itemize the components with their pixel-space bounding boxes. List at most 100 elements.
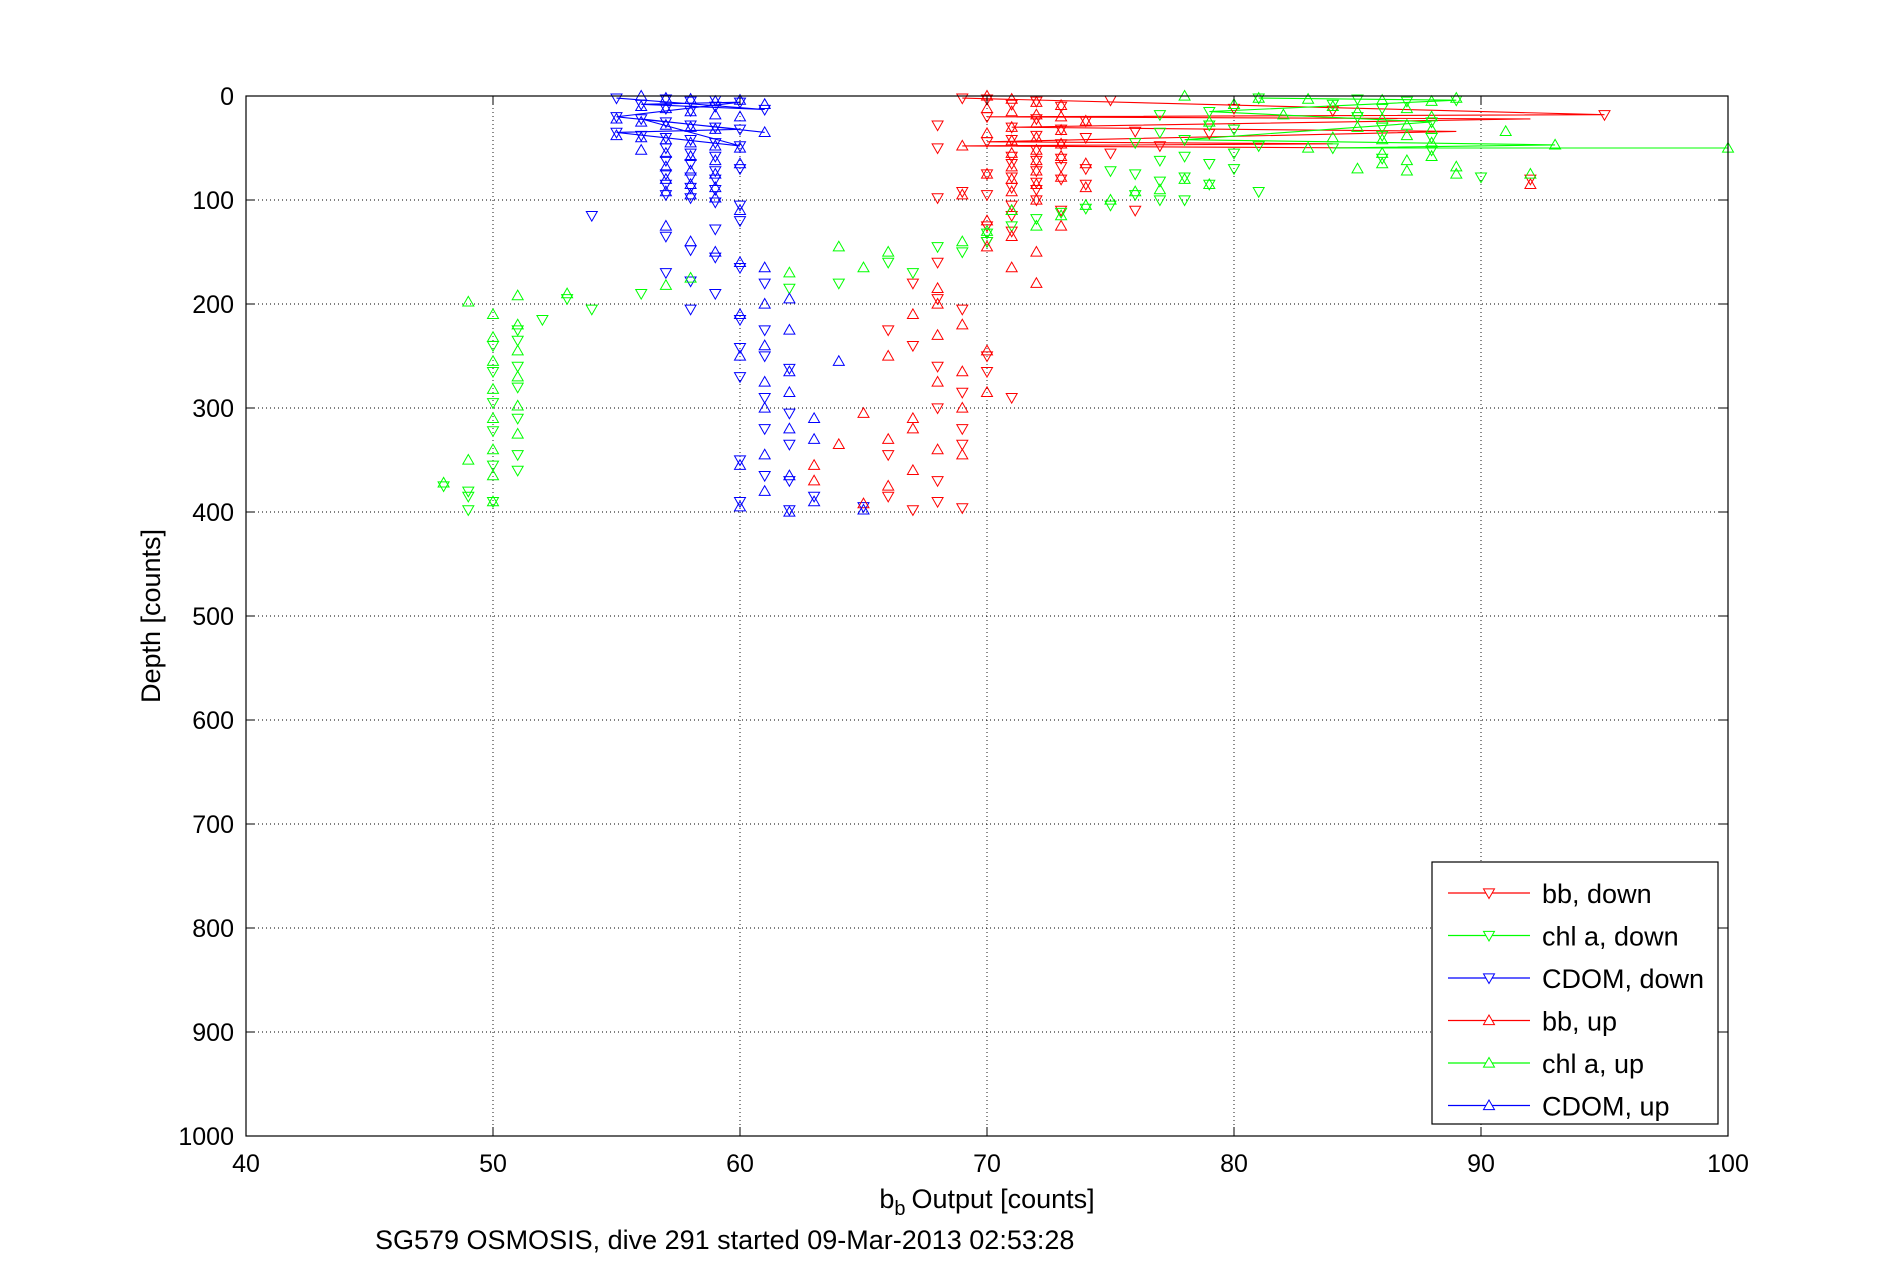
data-point — [980, 101, 994, 114]
data-point — [511, 370, 525, 382]
data-point — [1499, 124, 1513, 136]
data-point — [560, 294, 574, 306]
y-tick-label: 400 — [192, 499, 234, 527]
data-point — [634, 114, 648, 126]
data-point — [659, 155, 673, 167]
data-point — [1005, 210, 1019, 223]
data-point — [1425, 145, 1438, 157]
x-axis-label-base: b — [879, 1184, 894, 1214]
data-point — [659, 133, 673, 145]
data-point — [1524, 167, 1537, 179]
data-point — [659, 146, 673, 158]
data-point — [1425, 149, 1438, 161]
data-point — [634, 99, 648, 112]
data-point — [1104, 166, 1117, 178]
data-point — [634, 115, 648, 127]
data-point — [733, 496, 747, 509]
profile-lines — [616, 97, 1728, 149]
data-point — [1227, 97, 1241, 109]
data-point — [486, 330, 500, 342]
data-point — [1030, 114, 1043, 126]
data-point — [708, 191, 722, 203]
data-point — [1005, 146, 1019, 158]
data-point — [931, 496, 944, 509]
data-point — [980, 126, 994, 139]
data-point — [1054, 98, 1068, 110]
data-point — [931, 297, 944, 309]
data-point — [486, 426, 500, 438]
data-point — [906, 463, 920, 476]
data-point — [1054, 149, 1068, 161]
data-point — [708, 166, 722, 178]
x-axis-label-subscript: b — [894, 1198, 905, 1220]
data-point — [1030, 245, 1043, 257]
y-tick-label: 300 — [192, 395, 234, 423]
data-point — [1128, 126, 1142, 138]
data-point — [684, 158, 697, 171]
data-point — [1104, 148, 1117, 160]
data-point — [1005, 120, 1019, 132]
data-point — [1005, 221, 1019, 233]
data-point — [1252, 91, 1266, 103]
data-point — [881, 479, 895, 491]
data-point — [931, 143, 944, 155]
data-point — [708, 108, 722, 120]
data-point — [1005, 185, 1019, 197]
data-point — [659, 118, 673, 130]
data-point — [758, 261, 772, 273]
data-point — [906, 307, 920, 320]
data-point — [1005, 105, 1019, 117]
data-point — [708, 151, 722, 163]
data-point — [783, 363, 796, 375]
data-point — [1277, 108, 1290, 120]
data-point — [659, 169, 673, 181]
data-point — [511, 318, 525, 330]
data-point — [783, 505, 796, 517]
data-point — [1178, 172, 1191, 184]
data-point — [659, 179, 673, 191]
x-axis-label-text: Output [counts] — [912, 1184, 1095, 1214]
data-point — [980, 236, 994, 249]
data-point — [610, 112, 623, 124]
data-point — [807, 432, 821, 444]
data-point — [955, 365, 969, 377]
data-point — [733, 200, 747, 212]
data-point — [1054, 207, 1068, 219]
data-point — [807, 474, 821, 486]
data-point — [906, 268, 920, 280]
data-point — [955, 247, 969, 259]
data-point — [1079, 157, 1093, 169]
data-point — [461, 505, 475, 517]
data-point — [1030, 214, 1043, 226]
x-axis-label: bb Output [counts] — [879, 1184, 1094, 1220]
data-point — [1030, 276, 1043, 288]
data-point — [733, 343, 747, 355]
data-point — [511, 344, 525, 356]
data-point — [1202, 158, 1216, 171]
data-point — [832, 278, 846, 290]
data-point — [1030, 195, 1043, 207]
data-point — [659, 219, 673, 231]
data-point — [1301, 92, 1315, 104]
data-point — [511, 427, 525, 439]
data-point — [1005, 226, 1019, 238]
data-point — [758, 97, 772, 109]
data-point — [1178, 195, 1191, 207]
data-point — [931, 361, 944, 373]
data-point — [758, 339, 772, 351]
data-point — [486, 496, 500, 509]
legend-label: bb, up — [1542, 1007, 1617, 1037]
data-point — [733, 141, 747, 153]
data-point — [931, 375, 944, 387]
data-point — [1128, 169, 1142, 181]
data-point — [758, 470, 772, 483]
data-point — [931, 294, 944, 306]
data-point — [1252, 187, 1266, 199]
data-point — [1524, 177, 1537, 190]
data-point — [1153, 141, 1167, 153]
data-point — [684, 164, 697, 176]
data-point — [955, 503, 969, 515]
data-point — [486, 460, 500, 472]
data-point — [708, 252, 722, 264]
data-point — [1054, 110, 1068, 122]
